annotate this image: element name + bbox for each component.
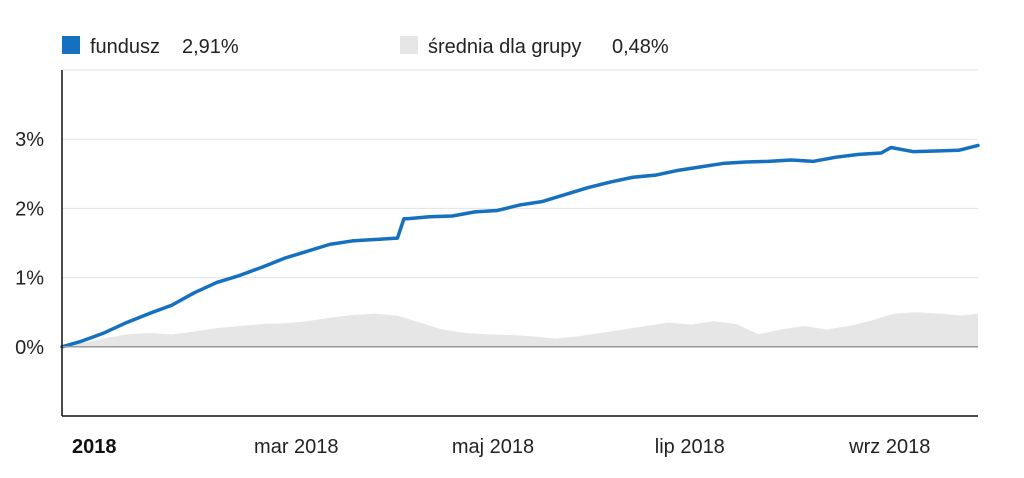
y-tick-label: 3%	[15, 129, 44, 151]
x-axis-ticks: 2018 mar 2018 maj 2018 lip 2018 wrz 2018	[72, 436, 930, 458]
series-area-srednia	[62, 312, 978, 347]
x-tick-label: lip 2018	[655, 436, 725, 458]
legend-label-fundusz: fundusz	[90, 36, 160, 58]
legend: fundusz 2,91% średnia dla grupy 0,48%	[62, 36, 669, 58]
x-tick-label: wrz 2018	[848, 436, 930, 458]
y-tick-label: 1%	[15, 268, 44, 290]
series-area-layer	[62, 312, 978, 347]
axes	[61, 70, 978, 417]
series-line-fundusz	[60, 143, 980, 349]
x-tick-label: maj 2018	[452, 436, 534, 458]
legend-value-srednia: 0,48%	[612, 36, 669, 58]
y-axis-ticks: 0% 1% 2% 3%	[15, 129, 44, 359]
legend-swatch-srednia	[400, 36, 418, 54]
x-tick-label: 2018	[72, 436, 117, 458]
y-tick-label: 2%	[15, 198, 44, 220]
legend-label-srednia: średnia dla grupy	[428, 36, 581, 58]
legend-value-fundusz: 2,91%	[182, 36, 239, 58]
x-tick-label: mar 2018	[254, 436, 339, 458]
y-tick-label: 0%	[15, 337, 44, 359]
series-line-layer	[60, 143, 980, 349]
gridlines	[62, 69, 978, 279]
legend-swatch-fundusz	[62, 36, 80, 54]
